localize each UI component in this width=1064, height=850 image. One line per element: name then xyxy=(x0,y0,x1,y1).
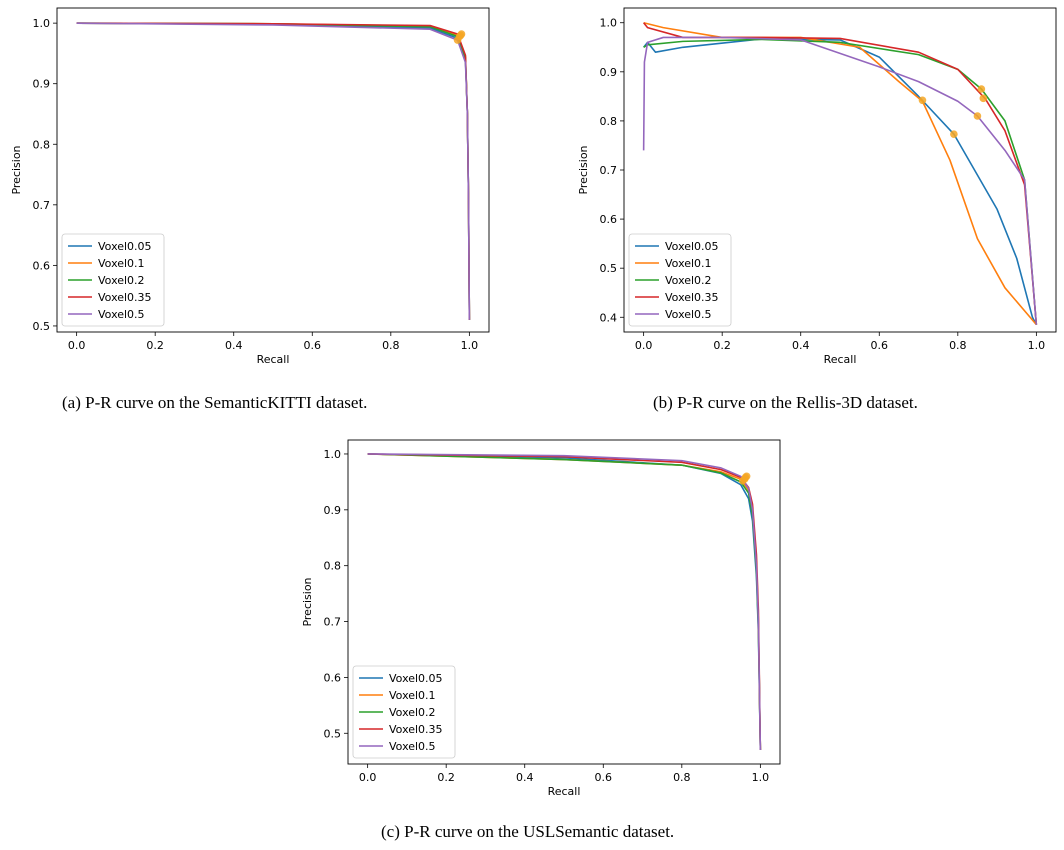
y-tick-label: 0.9 xyxy=(33,78,51,91)
x-tick-label: 1.0 xyxy=(461,339,479,352)
x-tick-label: 1.0 xyxy=(752,771,770,784)
y-tick-label: 0.6 xyxy=(33,259,51,272)
threshold-marker xyxy=(456,31,465,40)
y-tick-label: 0.7 xyxy=(324,616,342,629)
legend-label: Voxel0.5 xyxy=(389,740,436,753)
x-tick-label: 0.8 xyxy=(382,339,400,352)
x-axis-label: Recall xyxy=(257,353,290,366)
y-tick-label: 1.0 xyxy=(600,17,618,30)
x-tick-label: 0.2 xyxy=(713,339,731,352)
y-tick-label: 0.6 xyxy=(600,213,618,226)
x-tick-label: 0.2 xyxy=(437,771,455,784)
threshold-marker xyxy=(973,112,982,120)
x-tick-label: 0.6 xyxy=(871,339,889,352)
x-axis-label: Recall xyxy=(548,785,581,798)
x-tick-label: 0.0 xyxy=(68,339,86,352)
legend-label: Voxel0.05 xyxy=(665,240,719,253)
series-group xyxy=(76,22,471,320)
y-axis-label: Precision xyxy=(577,145,590,194)
plot-frame xyxy=(347,439,781,765)
chart-b: 0.0 0.2 0.4 0.6 0.8 1.0 0.4 0.5 0.6 0.7 0.8 0.9 1.0 R… xyxy=(577,7,1057,366)
y-tick-label: 0.7 xyxy=(600,164,618,177)
x-tick-label: 0.0 xyxy=(359,771,377,784)
legend-label: Voxel0.2 xyxy=(665,274,712,287)
y-tick-label: 0.4 xyxy=(600,311,618,324)
chart-panel-c: 0.0 0.2 0.4 0.6 0.8 1.0 0.5 0.6 0.7 0.8 0.9 1.0 Reca… xyxy=(292,432,781,812)
legend-label: Voxel0.1 xyxy=(665,257,712,270)
y-tick-label: 1.0 xyxy=(33,17,51,30)
legend-box xyxy=(61,233,165,327)
legend-label: Voxel0.1 xyxy=(98,257,145,270)
y-tick-label: 0.9 xyxy=(600,66,618,79)
y-tick-label: 0.9 xyxy=(324,504,342,517)
series-line-Voxel0.1 xyxy=(643,21,1037,326)
x-tick-label: 1.0 xyxy=(1028,339,1046,352)
series-group xyxy=(642,21,1038,326)
caption-c: (c) P-R curve on the USLSemantic dataset… xyxy=(381,822,675,841)
threshold-marker xyxy=(950,130,958,138)
series-line-Voxel0.5 xyxy=(642,36,1038,325)
y-tick-label: 0.8 xyxy=(324,560,342,573)
series-line-Voxel0.05 xyxy=(643,38,1038,326)
chart-a: 0.0 0.2 0.4 0.6 0.8 1.0 0.5 0.6 0.7 0.8 0.9 1.0 Reca… xyxy=(10,7,490,366)
legend-box xyxy=(352,665,456,759)
x-tick-label: 0.6 xyxy=(304,339,322,352)
threshold-marker xyxy=(979,94,988,103)
legend-label: Voxel0.35 xyxy=(98,291,152,304)
x-tick-label: 0.4 xyxy=(225,339,243,352)
y-tick-label: 0.7 xyxy=(33,199,51,212)
x-axis-label: Recall xyxy=(824,353,857,366)
threshold-marker xyxy=(741,473,750,482)
threshold-marker xyxy=(977,85,986,93)
x-tick-label: 0.8 xyxy=(673,771,691,784)
chart-c: 0.0 0.2 0.4 0.6 0.8 1.0 0.5 0.6 0.7 0.8 0.9 1.0 Reca… xyxy=(301,439,781,798)
y-tick-label: 0.5 xyxy=(33,320,51,333)
legend-label: Voxel0.5 xyxy=(665,308,712,321)
series-line-Voxel0.5 xyxy=(76,22,471,320)
chart-panel-a: 0.0 0.2 0.4 0.6 0.8 1.0 0.5 0.6 0.7 0.8 0.9 1.0 Reca… xyxy=(0,0,490,380)
legend-label: Voxel0.2 xyxy=(98,274,145,287)
x-tick-label: 0.2 xyxy=(146,339,164,352)
legend-label: Voxel0.35 xyxy=(665,291,719,304)
y-tick-label: 0.8 xyxy=(33,138,51,151)
x-tick-label: 0.0 xyxy=(635,339,653,352)
x-tick-label: 0.6 xyxy=(595,771,613,784)
y-tick-label: 0.8 xyxy=(600,115,618,128)
series-line-Voxel0.2 xyxy=(643,38,1038,325)
legend-label: Voxel0.5 xyxy=(98,308,145,321)
legend-label: Voxel0.35 xyxy=(389,723,443,736)
caption-b: (b) P-R curve on the Rellis-3D dataset. xyxy=(653,393,918,412)
y-tick-label: 1.0 xyxy=(324,448,342,461)
y-axis-label: Precision xyxy=(10,145,23,194)
x-tick-label: 0.4 xyxy=(516,771,534,784)
chart-panel-b: 0.0 0.2 0.4 0.6 0.8 1.0 0.4 0.5 0.6 0.7 0.8 0.9 1.0 R… xyxy=(577,0,1064,380)
legend-label: Voxel0.1 xyxy=(389,689,436,702)
legend-label: Voxel0.2 xyxy=(389,706,436,719)
x-tick-label: 0.8 xyxy=(949,339,967,352)
y-tick-label: 0.5 xyxy=(324,727,342,740)
caption-a: (a) P-R curve on the SemanticKITTI datas… xyxy=(62,393,368,412)
legend-label: Voxel0.05 xyxy=(98,240,152,253)
y-tick-label: 0.5 xyxy=(600,262,618,275)
legend-label: Voxel0.05 xyxy=(389,672,443,685)
series-group xyxy=(367,453,762,751)
y-axis-label: Precision xyxy=(301,577,314,626)
threshold-marker xyxy=(918,96,927,105)
y-tick-label: 0.6 xyxy=(324,671,342,684)
x-tick-label: 0.4 xyxy=(792,339,810,352)
series-line-Voxel0.35 xyxy=(643,22,1038,325)
legend-box xyxy=(628,233,732,327)
plot-frame xyxy=(56,7,490,333)
